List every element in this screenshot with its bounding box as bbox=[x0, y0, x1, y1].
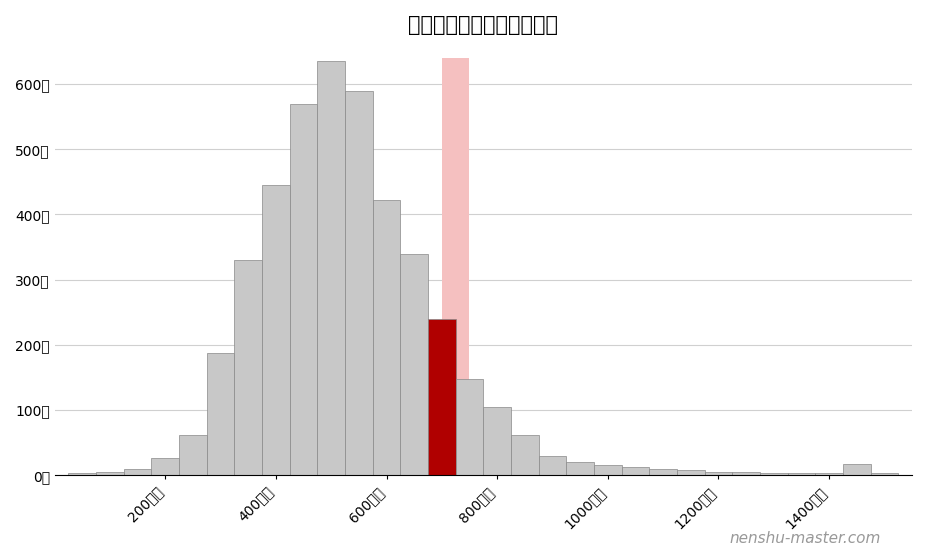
Bar bbox=[179, 435, 207, 475]
Bar bbox=[456, 379, 483, 475]
Bar bbox=[345, 91, 373, 475]
Bar bbox=[96, 472, 124, 475]
Bar bbox=[732, 472, 760, 475]
Bar bbox=[207, 353, 235, 475]
Bar bbox=[760, 473, 788, 475]
Bar bbox=[649, 469, 677, 475]
Bar bbox=[428, 319, 456, 475]
Bar bbox=[539, 456, 566, 475]
Bar bbox=[815, 473, 843, 475]
Bar bbox=[483, 407, 511, 475]
Bar bbox=[317, 61, 345, 475]
Bar bbox=[594, 466, 622, 475]
Bar bbox=[400, 253, 428, 475]
Bar bbox=[843, 464, 870, 475]
Bar bbox=[622, 467, 649, 475]
Bar bbox=[151, 458, 179, 475]
Bar bbox=[290, 104, 317, 475]
Bar bbox=[788, 473, 815, 475]
Bar bbox=[705, 472, 732, 475]
Bar bbox=[124, 469, 151, 475]
Bar bbox=[566, 462, 594, 475]
Bar bbox=[69, 473, 96, 475]
Bar bbox=[511, 435, 539, 475]
Bar bbox=[677, 470, 705, 475]
Bar bbox=[235, 260, 262, 475]
Bar bbox=[442, 58, 469, 475]
Bar bbox=[373, 200, 400, 475]
Bar bbox=[262, 185, 290, 475]
Title: 千寿製薬の年収ポジション: 千寿製薬の年収ポジション bbox=[408, 15, 558, 35]
Text: nenshu-master.com: nenshu-master.com bbox=[730, 531, 881, 546]
Bar bbox=[870, 473, 898, 475]
